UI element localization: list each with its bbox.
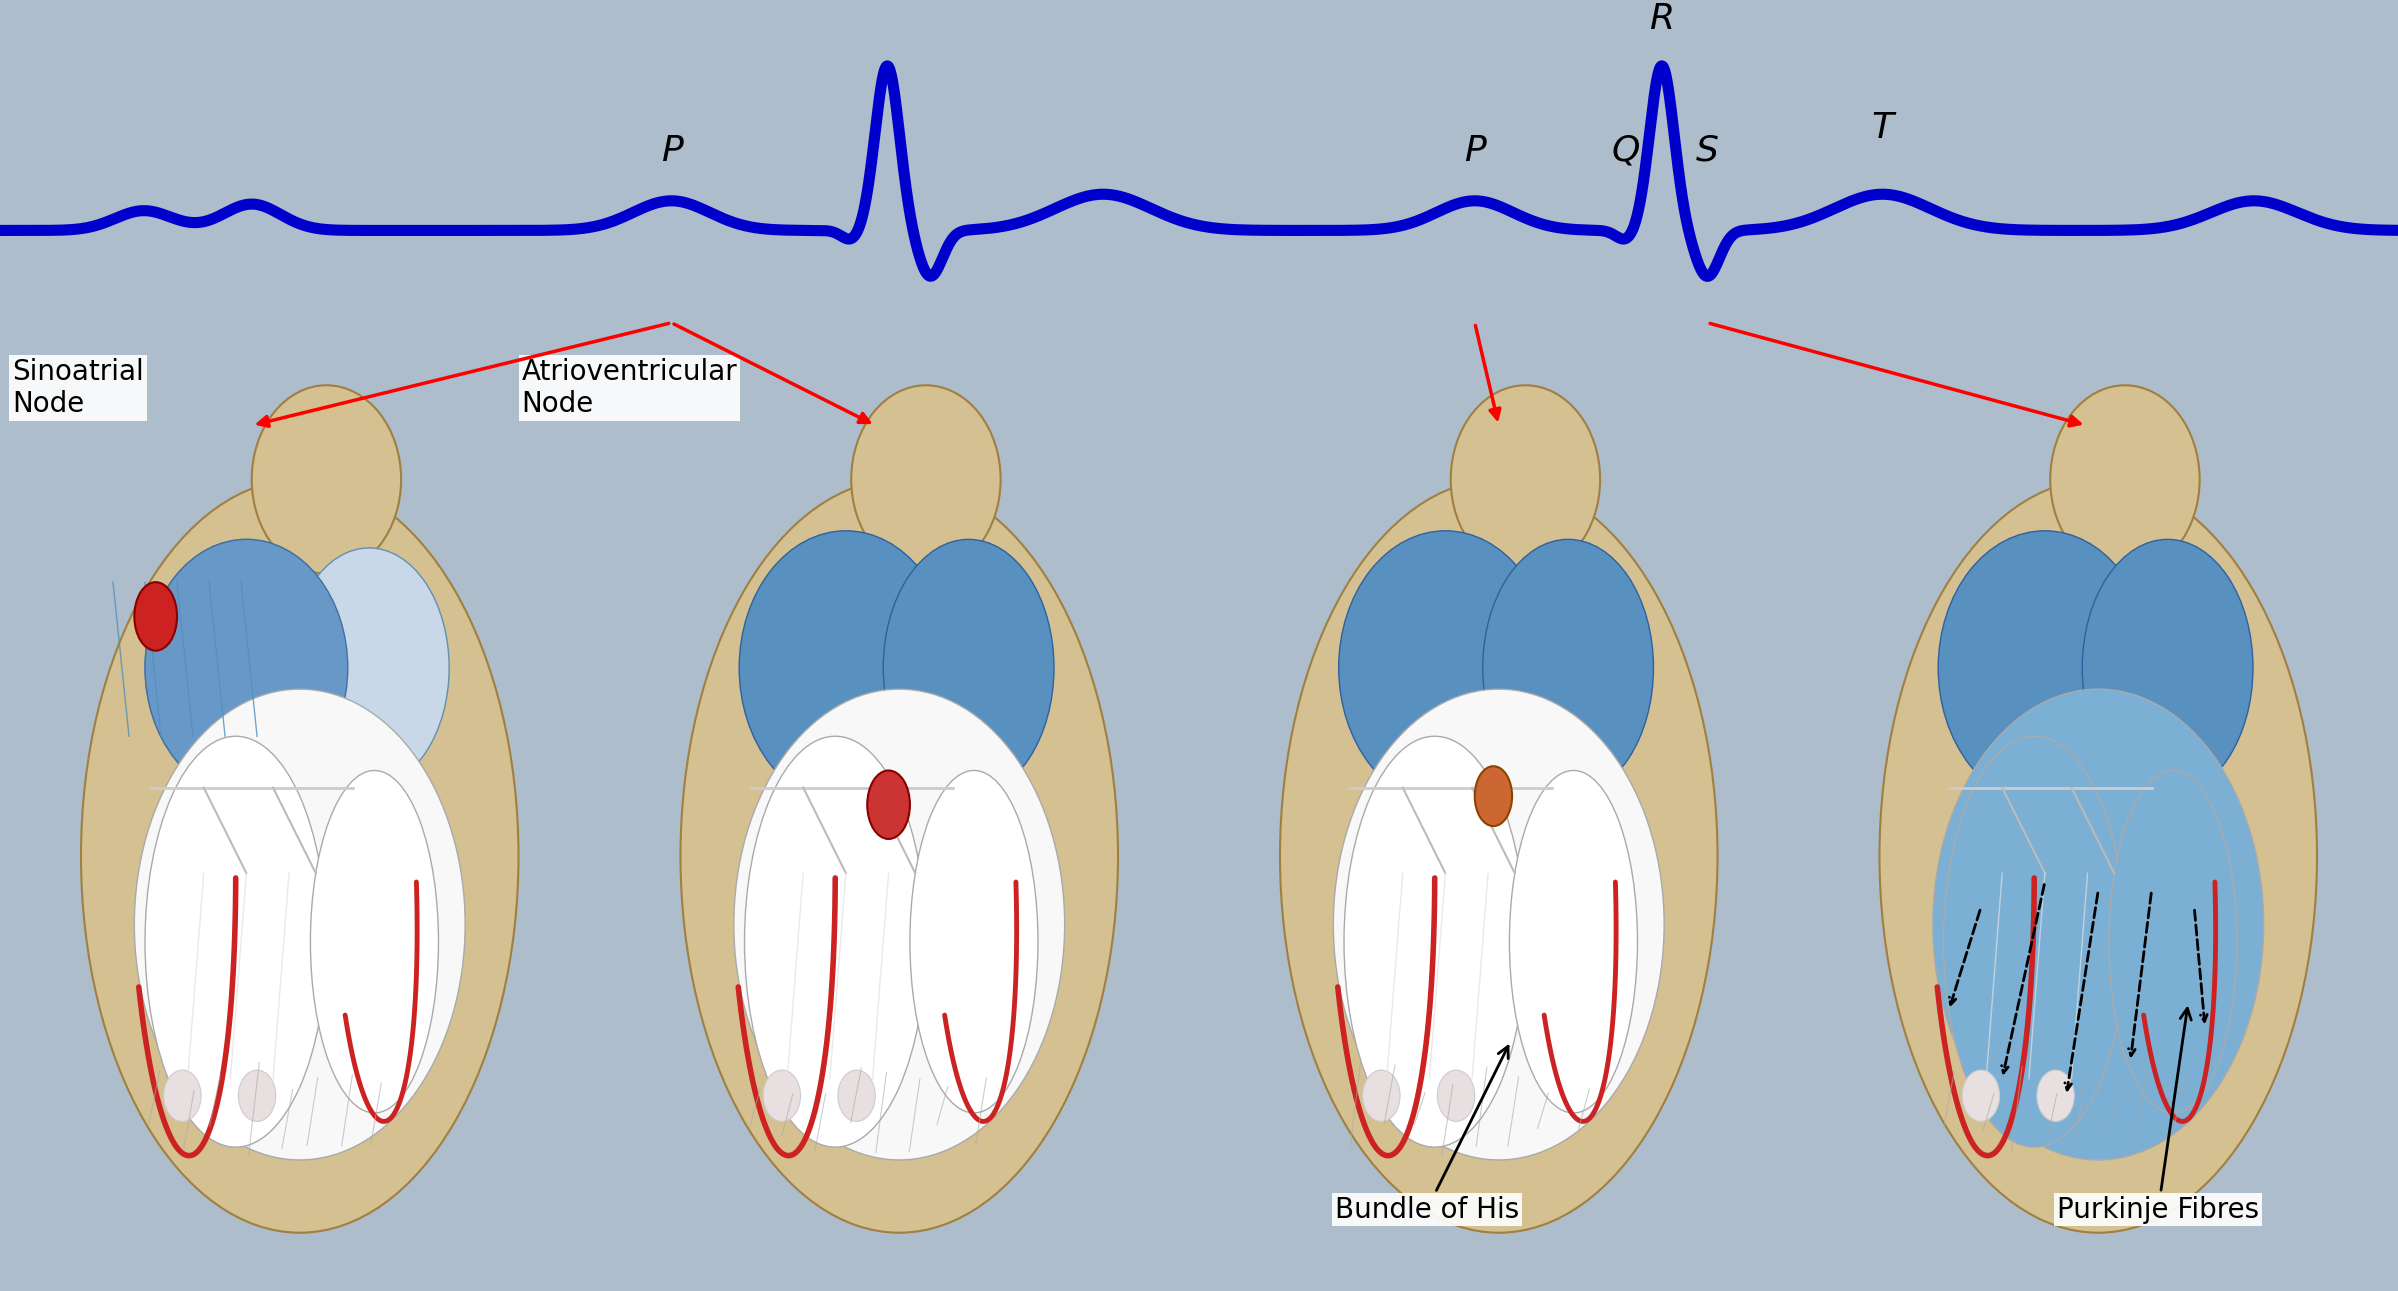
Ellipse shape <box>739 531 952 804</box>
Ellipse shape <box>734 689 1065 1159</box>
Ellipse shape <box>2081 540 2254 797</box>
Ellipse shape <box>134 689 465 1159</box>
Ellipse shape <box>743 540 947 797</box>
Ellipse shape <box>909 771 1038 1113</box>
Circle shape <box>868 771 909 839</box>
Ellipse shape <box>851 385 1000 573</box>
Ellipse shape <box>2050 385 2199 573</box>
Text: S: S <box>1695 134 1719 168</box>
Text: R: R <box>1650 3 1674 36</box>
Ellipse shape <box>681 479 1117 1233</box>
Circle shape <box>1475 766 1513 826</box>
Ellipse shape <box>1942 540 2146 797</box>
Ellipse shape <box>890 547 1048 788</box>
Ellipse shape <box>163 1070 201 1122</box>
Ellipse shape <box>144 540 348 797</box>
Ellipse shape <box>1436 1070 1475 1122</box>
Ellipse shape <box>144 736 326 1148</box>
Ellipse shape <box>1333 689 1664 1159</box>
Text: T: T <box>1870 111 1894 145</box>
Text: Q: Q <box>1611 134 1640 168</box>
Ellipse shape <box>1942 736 2125 1148</box>
Ellipse shape <box>743 736 926 1148</box>
Ellipse shape <box>2089 547 2247 788</box>
Ellipse shape <box>1343 540 1547 797</box>
Ellipse shape <box>252 385 400 573</box>
Ellipse shape <box>1281 479 1717 1233</box>
Ellipse shape <box>1343 736 1525 1148</box>
Ellipse shape <box>290 547 448 788</box>
Text: Sinoatrial
Node: Sinoatrial Node <box>12 358 144 418</box>
Ellipse shape <box>1938 531 2151 804</box>
Ellipse shape <box>144 540 348 797</box>
Ellipse shape <box>882 540 1055 797</box>
Ellipse shape <box>1362 1070 1400 1122</box>
Text: Atrioventricular
Node: Atrioventricular Node <box>520 358 736 418</box>
Ellipse shape <box>1880 479 2316 1233</box>
Text: Purkinje Fibres: Purkinje Fibres <box>2057 1008 2259 1224</box>
Text: Bundle of His: Bundle of His <box>1336 1046 1518 1224</box>
Ellipse shape <box>2036 1070 2074 1122</box>
Ellipse shape <box>1508 771 1638 1113</box>
Ellipse shape <box>2108 771 2237 1113</box>
Ellipse shape <box>1489 547 1647 788</box>
Ellipse shape <box>1933 689 2264 1159</box>
Circle shape <box>134 582 177 651</box>
Ellipse shape <box>1482 540 1655 797</box>
Ellipse shape <box>1451 385 1599 573</box>
Ellipse shape <box>82 479 518 1233</box>
Ellipse shape <box>837 1070 875 1122</box>
Ellipse shape <box>1338 531 1552 804</box>
Ellipse shape <box>309 771 439 1113</box>
Text: P: P <box>659 134 683 168</box>
Ellipse shape <box>237 1070 276 1122</box>
Ellipse shape <box>1962 1070 2000 1122</box>
Text: P: P <box>1463 134 1487 168</box>
Ellipse shape <box>763 1070 801 1122</box>
